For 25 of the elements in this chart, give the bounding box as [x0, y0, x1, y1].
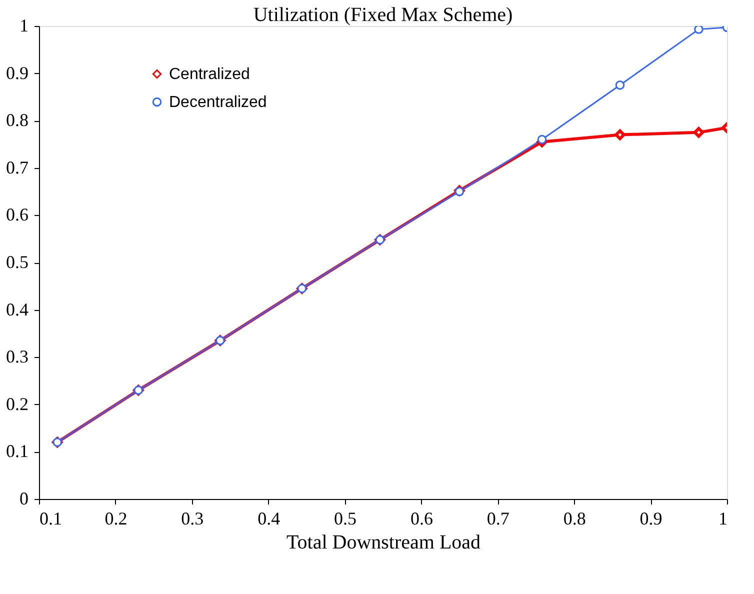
- x-tick-label: 0.1: [40, 508, 62, 528]
- y-tick-label: 0.9: [6, 62, 28, 83]
- y-tick-label: 0.8: [6, 110, 28, 130]
- y-tick-label: 0: [20, 488, 28, 508]
- x-tick-label: 0.6: [410, 508, 433, 528]
- x-tick-label: 0.5: [334, 508, 357, 528]
- legend-label: Decentralized: [169, 94, 267, 111]
- y-tick-label: 0.6: [6, 204, 28, 225]
- y-tick-label: 0.3: [6, 346, 28, 367]
- x-axis-title: Total Downstream Load: [286, 532, 481, 554]
- legend-label: Centralized: [169, 66, 250, 83]
- y-tick-label: 0.4: [6, 299, 28, 320]
- y-tick-label: 0.1: [6, 441, 28, 462]
- x-tick-label: 0.3: [181, 508, 204, 528]
- x-tick-label: 0.7: [486, 508, 510, 528]
- y-tick-label: 0.2: [6, 394, 28, 414]
- x-tick-label: 0.9: [640, 508, 662, 528]
- x-tick-label: 1: [718, 508, 728, 528]
- chart-title: Utilization (Fixed Max Scheme): [253, 4, 513, 26]
- x-tick-label: 0.4: [258, 508, 280, 528]
- y-tick-label: 0.5: [6, 252, 28, 272]
- y-tick-label: 0.7: [6, 157, 28, 178]
- x-tick-label: 0.8: [563, 508, 586, 528]
- x-tick-label: 0.2: [104, 508, 128, 528]
- y-tick-label: 1: [20, 16, 28, 36]
